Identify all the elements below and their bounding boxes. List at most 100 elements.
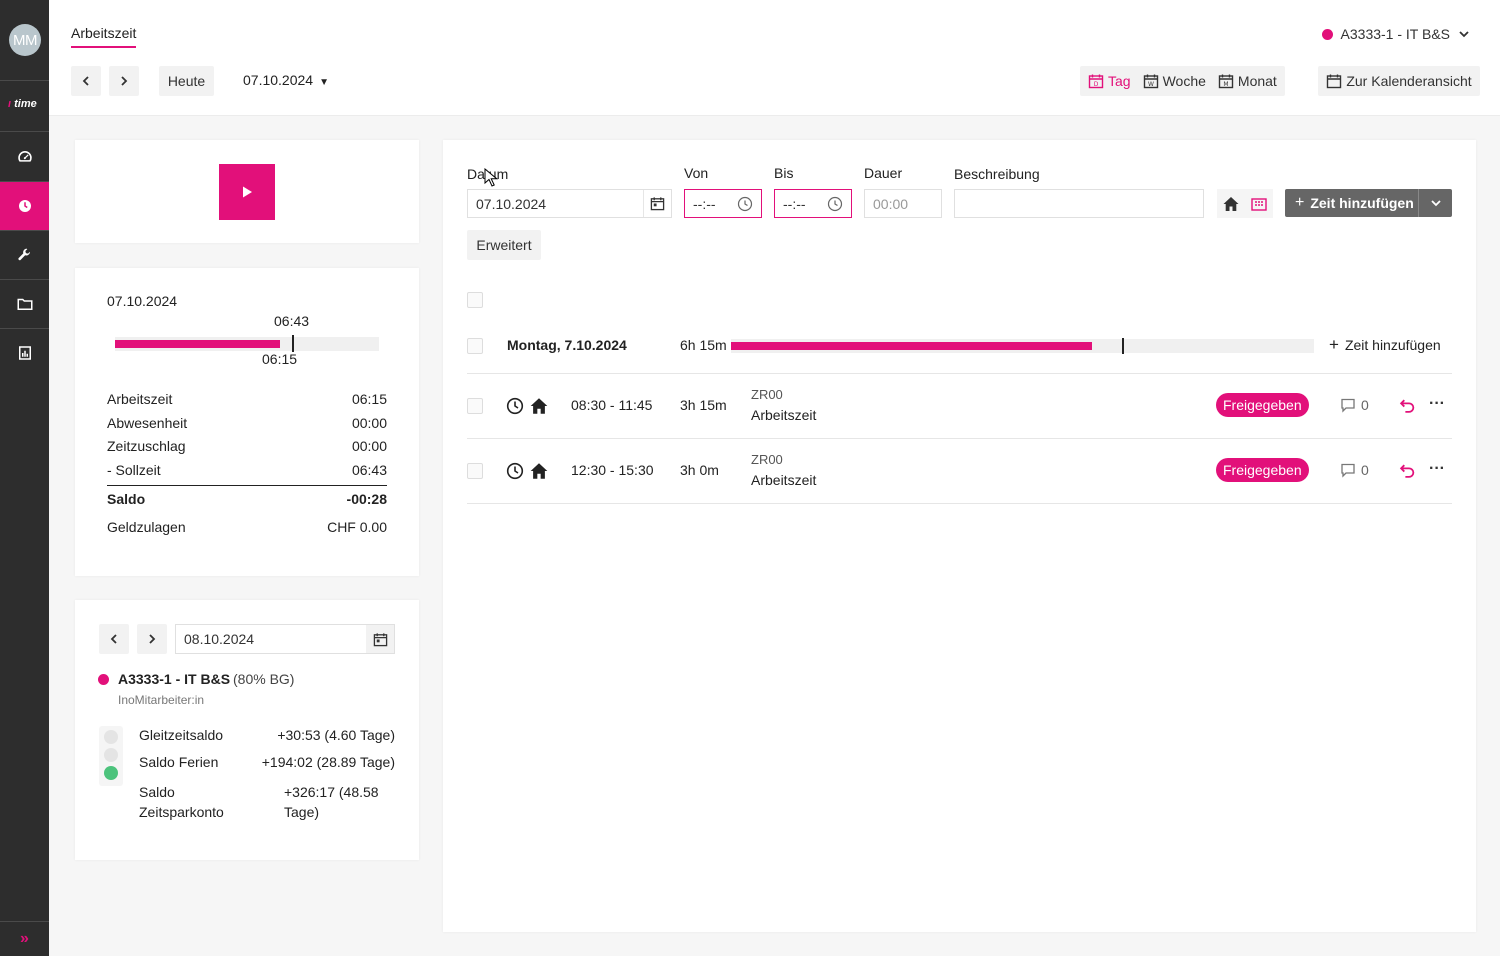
balances-org-name: A3333-1 - IT B&S [118,671,231,687]
sidebar-expand-button[interactable]: » [0,921,49,956]
datum-calendar-button[interactable] [643,190,671,217]
bis-input[interactable]: --:-- [774,189,852,218]
dauer-input[interactable]: 00:00 [864,189,942,218]
sidebar-item-tools[interactable] [0,231,49,279]
balance-value: +30:53 (4.60 Tage) [277,727,395,743]
day-checkbox[interactable] [467,338,483,354]
dauer-value: 00:00 [873,195,909,212]
geld-value: CHF 0.00 [327,519,387,535]
sidebar-divider [0,230,49,231]
svg-text:W: W [1148,81,1154,88]
svg-text:M: M [1223,81,1228,88]
balance-label: Saldo Zeitsparkonto [139,784,224,820]
chevron-down-icon [1430,200,1441,207]
view-month-button[interactable]: M Monat [1218,73,1277,89]
entry-duration: 3h 0m [680,462,719,478]
balances-calendar-button[interactable] [366,625,394,653]
more-options-icon[interactable]: ··· [1429,395,1445,412]
view-day-button[interactable]: D Tag [1088,73,1131,89]
day-summary-card [75,268,419,576]
sidebar-divider [0,328,49,329]
summary-divider [107,485,387,486]
datum-value: 07.10.2024 [476,195,547,212]
von-value: --:-- [693,195,716,212]
bis-value: --:-- [783,195,806,212]
summary-progress-track [115,335,379,352]
clock-icon [18,200,31,212]
office-building-icon[interactable] [1250,195,1268,213]
chevron-right-icon [149,634,156,644]
calendar-view-button[interactable]: Zur Kalenderansicht [1318,66,1480,96]
balances-next-button[interactable] [137,624,167,654]
home-icon[interactable] [1222,195,1240,213]
org-selector[interactable]: A3333-1 - IT B&S [1321,26,1470,42]
beschreibung-label: Beschreibung [954,166,1040,182]
calendar-icon [1327,74,1342,89]
von-input[interactable]: --:-- [684,189,762,218]
beschreibung-input[interactable] [954,189,1204,218]
clock-icon [506,462,524,480]
day-target-marker [1122,338,1124,354]
sidebar-item-time[interactable] [0,182,49,230]
location-toggle [1217,189,1273,218]
sidebar-item-files[interactable] [0,280,49,328]
org-selector-label: A3333-1 - IT B&S [1340,26,1450,42]
entry-checkbox[interactable] [467,398,483,414]
row-label: Zeitzuschlag [107,438,186,454]
day-progress-track [731,338,1314,354]
undo-icon[interactable] [1399,462,1416,479]
datum-input[interactable]: 07.10.2024 [467,189,672,218]
dashboard-icon [17,151,32,162]
balances-date-input[interactable]: 08.10.2024 [175,624,395,654]
org-color-dot [1321,28,1333,40]
date-dropdown-value: 07.10.2024 [243,72,314,88]
comments-button[interactable]: 0 [1340,397,1369,413]
status-badge: Freigegeben [1216,458,1309,482]
balances-date-value: 08.10.2024 [184,631,255,647]
tab-arbeitszeit[interactable]: Arbeitszeit [71,25,137,48]
prev-day-button[interactable] [71,66,101,96]
chevron-right-icon [121,76,128,86]
comment-icon [1341,463,1355,478]
more-options-icon[interactable]: ··· [1429,460,1445,477]
next-day-button[interactable] [109,66,139,96]
sidebar-item-reports[interactable] [0,329,49,377]
light-green [104,766,118,780]
view-week-label: Woche [1162,73,1206,89]
summary-target-marker [292,335,294,352]
day-add-time-button[interactable]: + Zeit hinzufügen [1329,335,1441,355]
home-icon [530,398,548,414]
balances-prev-button[interactable] [99,624,129,654]
undo-icon[interactable] [1399,397,1416,414]
today-button[interactable]: Heute [159,66,214,96]
saldo-label: Saldo [107,491,146,507]
row-divider [467,438,1452,439]
sidebar: MM ı time » [0,0,49,956]
traffic-light [99,726,123,786]
add-time-button[interactable]: + Zeit hinzufügen [1285,189,1452,217]
add-time-dropdown-button[interactable] [1418,189,1452,217]
select-all-checkbox[interactable] [467,292,483,308]
dauer-label: Dauer [864,165,903,181]
clock-icon [506,397,524,415]
app-logo[interactable]: ı time [8,98,37,110]
start-timer-button[interactable] [219,164,275,220]
clock-icon [737,196,753,211]
erweitert-button[interactable]: Erweitert [467,230,541,260]
view-week-button[interactable]: W Woche [1143,73,1206,89]
comments-button[interactable]: 0 [1340,462,1369,478]
report-icon [18,346,31,360]
entry-type: Arbeitszeit [751,472,817,488]
summary-progress-fill [115,340,280,348]
avatar[interactable]: MM [9,24,41,56]
row-value: 00:00 [351,438,387,454]
plus-icon: + [1329,335,1339,354]
folder-icon [17,298,32,310]
plus-icon: + [1295,194,1305,211]
sidebar-item-dashboard[interactable] [0,133,49,181]
date-dropdown[interactable]: 07.10.2024 ▼ [243,72,329,88]
entry-checkbox[interactable] [467,463,483,479]
comments-count: 0 [1361,462,1369,478]
day-add-time-label: Zeit hinzufügen [1344,337,1441,353]
balance-label: Gleitzeitsaldo [139,727,224,743]
